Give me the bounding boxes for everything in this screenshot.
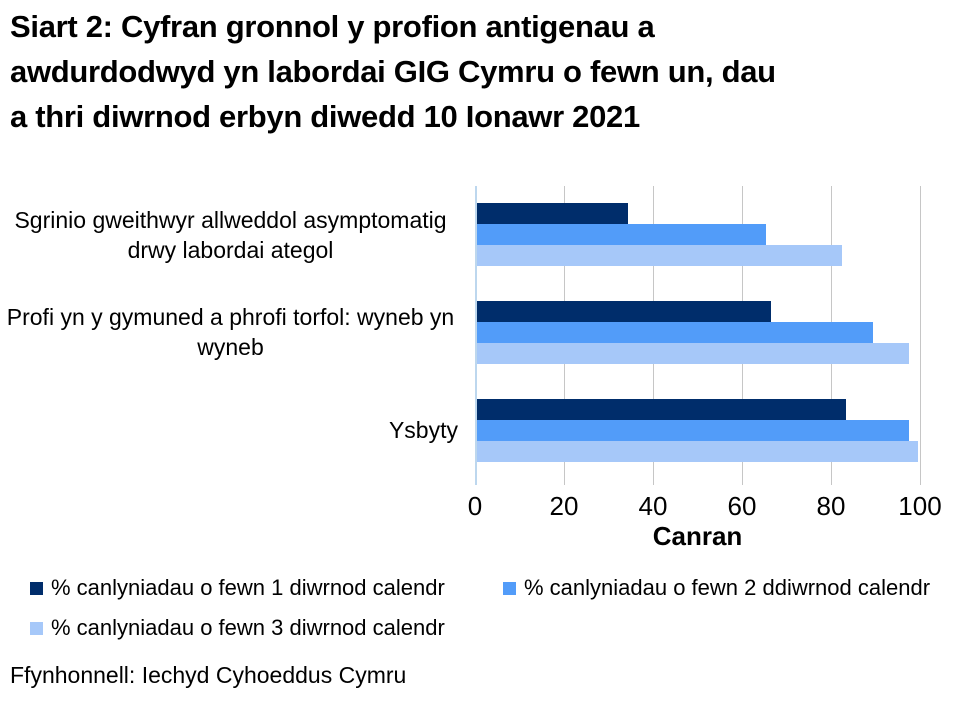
- chart-title-line-1: Siart 2: Cyfran gronnol y profion antige…: [10, 9, 655, 44]
- legend-label: % canlyniadau o fewn 2 ddiwrnod calendr: [524, 575, 931, 600]
- x-axis-title: Canran: [652, 521, 743, 551]
- x-tick-label: 100: [898, 491, 942, 521]
- x-tick-mark: [475, 479, 477, 485]
- y-axis-line: [475, 186, 477, 485]
- bar: [477, 440, 918, 462]
- x-tick-mark: [920, 479, 921, 485]
- bar: [477, 398, 847, 420]
- bar: [477, 419, 909, 441]
- legend-label: % canlyniadau o fewn 1 diwrnod calendr: [51, 575, 445, 600]
- chart-title-line-2: awdurdodwyd yn labordai GIG Cymru o fewn…: [10, 54, 776, 89]
- x-tick-label: 80: [816, 491, 846, 521]
- bar: [477, 224, 767, 246]
- category-label-text: Profi yn y gymuned a phrofi torfol: wyne…: [6, 304, 455, 361]
- bar: [477, 203, 629, 225]
- bar: [477, 322, 874, 343]
- x-tick-label: 20: [549, 491, 579, 521]
- x-tick-label: 0: [467, 491, 483, 521]
- bar: [477, 245, 842, 267]
- legend-swatch: [30, 621, 43, 635]
- bar-chart: Sgrinio gweithwyr allweddol asymptomatig…: [0, 186, 921, 485]
- legend-item: % canlyniadau o fewn 2 ddiwrnod calendr: [503, 574, 950, 602]
- x-tick-label: 60: [727, 491, 757, 521]
- chart-title: Siart 2: Cyfran gronnol y profion antige…: [10, 4, 940, 139]
- x-tick-mark: [564, 479, 565, 485]
- source-note: Ffynhonnell: Iechyd Cyhoeddus Cymru: [10, 662, 407, 688]
- x-tick-mark: [831, 479, 832, 485]
- bar: [477, 301, 771, 322]
- bar: [477, 343, 909, 364]
- x-tick-mark: [742, 479, 743, 485]
- x-tick-mark: [653, 479, 654, 485]
- x-tick-label: 40: [638, 491, 668, 521]
- legend-item: % canlyniadau o fewn 3 diwrnod calendr: [30, 614, 503, 642]
- legend-swatch: [30, 581, 43, 595]
- plot-area: [475, 186, 921, 485]
- legend-swatch: [503, 581, 516, 595]
- x-axis: Canran 0 20 40 60 80 100: [468, 479, 942, 551]
- gridline: [920, 186, 921, 479]
- legend-item: % canlyniadau o fewn 1 diwrnod calendr: [30, 574, 503, 602]
- category-label-text: Ysbyty: [388, 417, 458, 444]
- chart-title-line-3: a thri diwrnod erbyn diwedd 10 Ionawr 20…: [10, 99, 640, 134]
- category-axis: Sgrinio gweithwyr allweddol asymptomatig…: [0, 186, 475, 479]
- legend: % canlyniadau o fewn 1 diwrnod calendr % …: [30, 574, 950, 642]
- category-label: Profi yn y gymuned a phrofi torfol: wyne…: [0, 284, 475, 382]
- legend-label: % canlyniadau o fewn 3 diwrnod calendr: [51, 615, 445, 640]
- category-label: Sgrinio gweithwyr allweddol asymptomatig…: [0, 186, 475, 284]
- category-label: Ysbyty: [0, 381, 475, 479]
- category-label-text: Sgrinio gweithwyr allweddol asymptomatig…: [14, 206, 447, 263]
